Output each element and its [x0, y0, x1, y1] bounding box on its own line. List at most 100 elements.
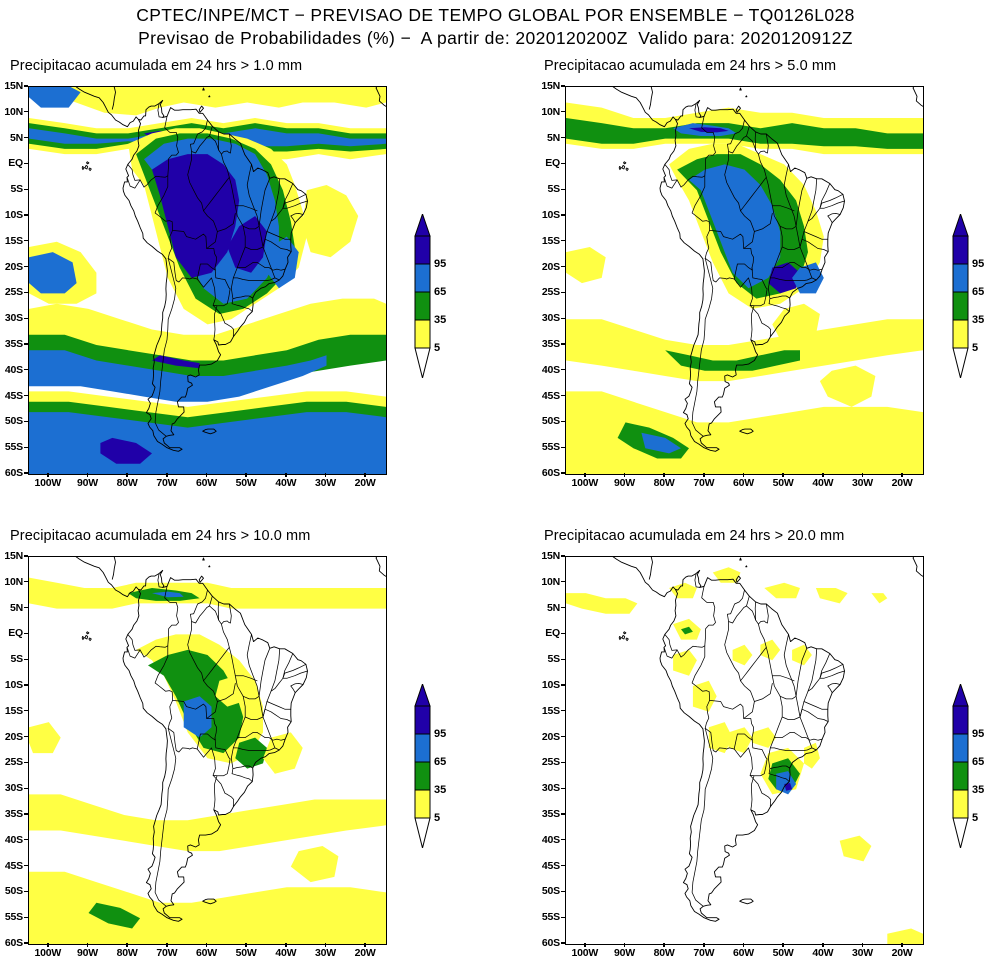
contour-layer-2: [566, 102, 923, 474]
x-axis-tick-label: 50W: [772, 947, 794, 959]
x-axis-tickmark: [782, 943, 784, 947]
x-axis-tick-label: 60W: [733, 477, 754, 489]
x-axis-tickmark: [86, 473, 89, 477]
colorbar-legend-2: 95 65 35 5: [952, 214, 991, 378]
y-axis-tickmark: [561, 188, 565, 190]
x-axis-tick-label: 60W: [196, 477, 217, 489]
x-axis-tickmark: [663, 473, 665, 477]
y-axis-tickmark: [561, 606, 565, 609]
y-axis-tick-label: 40S: [4, 363, 23, 376]
y-axis-tick-label: 30S: [541, 312, 560, 325]
colorbar-tick-label: 95: [972, 258, 985, 270]
y-axis-tickmark: [24, 446, 28, 448]
x-axis-tickmark: [742, 943, 745, 947]
map-plot-area-2[interactable]: [565, 86, 924, 475]
x-axis-tickmark: [703, 943, 705, 947]
x-axis-tick-label: 50W: [772, 477, 794, 489]
y-axis-tick-label: 40S: [4, 833, 23, 846]
y-axis-tickmark: [24, 214, 28, 216]
y-axis-tickmark: [561, 555, 565, 557]
y-axis-tick-label: 15S: [541, 704, 560, 717]
y-axis-tick-label: EQ: [545, 627, 560, 640]
x-axis-tick-label: 80W: [116, 477, 138, 489]
y-axis-tick-label: EQ: [545, 157, 560, 170]
y-axis-tick-label: 10N: [541, 575, 560, 588]
y-axis-tick-label: 5N: [546, 131, 560, 144]
colorbar-swatches-4: [952, 684, 969, 848]
y-axis-tick-label: 15S: [4, 234, 23, 247]
x-axis-tickmark: [623, 943, 626, 947]
x-axis-tick-label: 30W: [852, 477, 873, 489]
y-axis-tick-label: 10S: [541, 209, 560, 221]
probability-map-3: [29, 557, 386, 944]
y-axis-tickmark: [24, 394, 28, 397]
x-axis-tick-label: 70W: [693, 477, 715, 489]
y-axis-tickmark: [24, 632, 28, 635]
x-axis-tick-label: 90W: [614, 947, 635, 959]
colorbar-tick-label: 35: [972, 784, 985, 796]
y-axis-tick-label: 45S: [4, 389, 23, 402]
y-axis-tickmark: [561, 136, 565, 139]
y-axis-tick-label: EQ: [8, 627, 23, 640]
x-axis-tickmark: [47, 473, 49, 477]
x-axis-tick-label: 50W: [235, 477, 257, 489]
y-axis-tick-label: 55S: [541, 441, 560, 454]
y-axis-tick-label: 10S: [4, 679, 23, 691]
y-axis-tickmark: [561, 658, 565, 660]
x-axis-tickmark: [584, 943, 586, 947]
map-plot-area-3[interactable]: [28, 556, 387, 945]
x-axis-tickmark: [245, 473, 247, 477]
y-axis-tick-label: 30S: [541, 782, 560, 795]
y-axis-tickmark: [24, 111, 28, 113]
map-plot-area-1[interactable]: [28, 86, 387, 475]
x-axis-tick-label: 90W: [614, 477, 635, 489]
coastline-layer-1: [75, 87, 386, 452]
x-axis-tick-label: 40W: [812, 947, 834, 959]
colorbar-swatches-3: [414, 684, 431, 848]
x-axis-tickmark: [205, 473, 208, 477]
y-axis-tick-label: 35S: [4, 808, 23, 820]
map-plot-area-4[interactable]: [565, 556, 924, 945]
x-axis-tickmark: [861, 943, 864, 947]
x-axis-tickmark: [126, 943, 128, 947]
y-axis-tick-label: 10S: [541, 679, 560, 691]
x-axis-tickmark: [364, 473, 366, 477]
y-axis-tickmark: [561, 761, 565, 764]
y-axis-tick-label: EQ: [8, 157, 23, 170]
y-axis-tick-label: 60S: [4, 937, 23, 949]
y-axis-tick-label: 45S: [541, 389, 560, 402]
colorbar-tick-label: 5: [972, 342, 979, 354]
y-axis-tickmark: [561, 472, 565, 474]
y-axis-tickmark: [24, 581, 28, 583]
y-axis-tickmark: [24, 472, 28, 474]
x-axis-tickmark: [324, 943, 327, 947]
y-axis-tick-label: 10N: [4, 105, 23, 118]
x-axis-tickmark: [166, 473, 168, 477]
y-axis-tickmark: [24, 317, 28, 319]
x-axis-tickmark: [285, 473, 287, 477]
y-axis-tickmark: [561, 581, 565, 583]
colorbar-tick-label: 95: [434, 728, 447, 740]
colorbar-tick-label: 5: [434, 342, 441, 354]
y-axis-tickmark: [24, 136, 28, 139]
y-axis-tickmark: [24, 890, 28, 893]
y-axis-tick-label: 50S: [541, 415, 560, 428]
colorbar-tick-label: 65: [434, 756, 447, 768]
y-axis-tick-label: 5N: [9, 601, 23, 614]
x-axis-tickmark: [364, 943, 366, 947]
y-axis-tickmark: [24, 85, 28, 87]
y-axis-tick-label: 55S: [4, 441, 23, 454]
x-axis-tickmark: [47, 943, 49, 947]
y-axis-tickmark: [561, 710, 565, 712]
y-axis-tickmark: [561, 265, 565, 268]
y-axis-tick-label: 55S: [541, 911, 560, 924]
x-axis-tick-label: 70W: [156, 477, 178, 489]
colorbar-legend-3: 95 65 35 5: [414, 684, 457, 848]
colorbar-legend-1: 95 65 35 5: [414, 214, 457, 378]
y-axis-tick-label: 60S: [541, 467, 560, 479]
y-axis-tick-label: 40S: [541, 363, 560, 376]
y-axis-tickmark: [561, 684, 565, 686]
y-axis-tickmark: [561, 85, 565, 87]
y-axis-tickmark: [24, 839, 28, 841]
